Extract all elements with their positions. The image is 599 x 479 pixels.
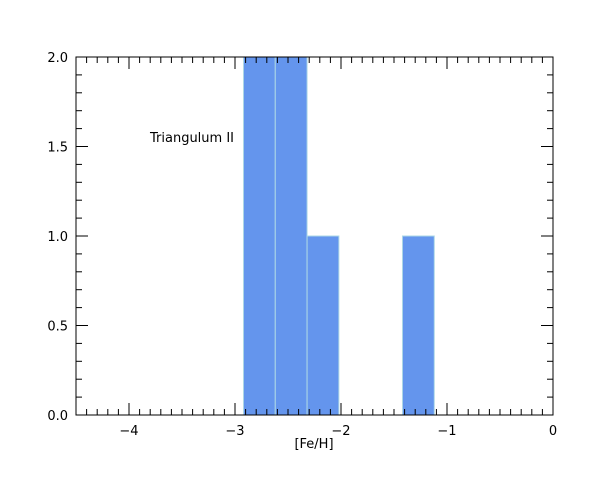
y-tick-label-0: 0.0 xyxy=(47,409,68,424)
x-tick-label-1: −3 xyxy=(225,424,244,439)
y-tick-label-3: 1.5 xyxy=(47,141,68,156)
major-ticks xyxy=(76,56,554,416)
y-tick-label-4: 2.0 xyxy=(47,51,68,66)
x-tick-label-2: −2 xyxy=(331,424,350,439)
minor-ticks xyxy=(75,57,553,415)
histogram-bar-3 xyxy=(306,235,340,416)
x-tick-label-4: 0 xyxy=(549,424,557,439)
histogram-bar-4 xyxy=(401,235,435,416)
x-axis-label: [Fe/H] xyxy=(294,437,333,452)
x-tick-label-0: −4 xyxy=(119,424,138,439)
histogram-bar-1 xyxy=(242,56,276,416)
bars-group xyxy=(242,56,435,416)
x-tick-labels: −4 −3 −2 −1 0 xyxy=(119,424,557,439)
x-tick-label-3: −1 xyxy=(437,424,456,439)
histogram-bar-2 xyxy=(274,56,308,416)
annotation-label: Triangulum II xyxy=(149,131,234,146)
y-tick-label-1: 0.5 xyxy=(47,320,68,335)
y-tick-label-2: 1.0 xyxy=(47,230,68,245)
y-tick-labels: 0.0 0.5 1.0 1.5 2.0 xyxy=(47,51,68,424)
